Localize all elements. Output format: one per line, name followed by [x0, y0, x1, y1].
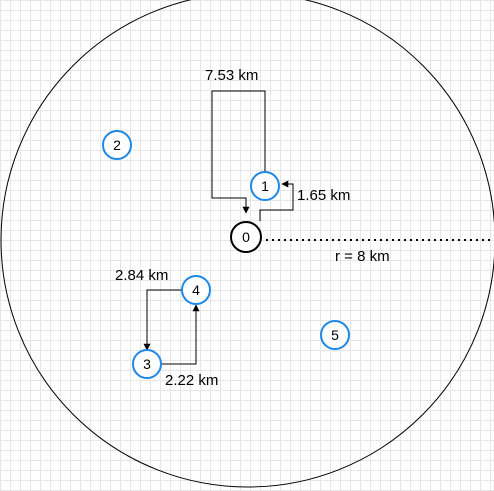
customer-node-3: 3 — [132, 349, 162, 379]
edge-3-to-4 — [162, 304, 200, 365]
customer-node-1: 1 — [250, 171, 280, 201]
node-label-5: 5 — [331, 327, 339, 343]
node-label-4: 4 — [192, 282, 200, 298]
edge-label-0-to-1: 1.65 km — [297, 187, 350, 204]
edge-label-1-to-0: 7.53 km — [205, 67, 258, 84]
radius-label: r = 8 km — [335, 248, 390, 265]
node-label-1: 1 — [261, 178, 269, 194]
node-label-0: 0 — [242, 229, 250, 245]
node-label-2: 2 — [113, 137, 121, 153]
edge-4-to-3 — [143, 289, 181, 351]
edge-label-4-to-3: 2.84 km — [115, 267, 168, 284]
node-label-3: 3 — [143, 356, 151, 372]
depot-node-0: 0 — [230, 221, 262, 253]
customer-node-2: 2 — [102, 130, 132, 160]
edge-0-to-1 — [259, 180, 294, 221]
edge-1-to-0 — [211, 90, 266, 214]
customer-node-4: 4 — [181, 275, 211, 305]
customer-node-5: 5 — [320, 320, 350, 350]
edge-label-3-to-4: 2.22 km — [165, 372, 218, 389]
